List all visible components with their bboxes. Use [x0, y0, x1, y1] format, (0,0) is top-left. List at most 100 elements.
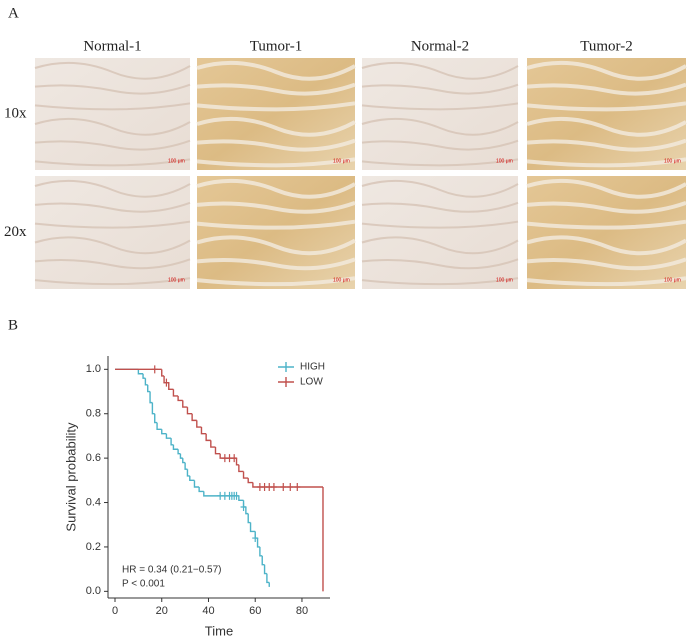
- tissue-texture: [361, 236, 519, 255]
- tissue-texture: [361, 258, 519, 270]
- tissue-texture: [361, 139, 519, 151]
- survival-step: [151, 402, 155, 415]
- panel-label: B: [8, 317, 18, 333]
- tissue-texture: [526, 138, 687, 152]
- survival-step: [242, 471, 249, 479]
- censor-mark: [151, 365, 158, 374]
- survival-step: [186, 407, 193, 415]
- tissue-texture: [34, 201, 191, 213]
- survival-step: [172, 444, 179, 450]
- censor-mark: [270, 482, 277, 491]
- censor-mark: [233, 491, 240, 500]
- survival-step: [172, 389, 179, 397]
- survival-step: [168, 382, 174, 391]
- survival-step: [198, 486, 204, 493]
- tissue-texture: [196, 257, 356, 271]
- tissue-texture: [526, 178, 687, 199]
- tissue-texture: [196, 60, 356, 81]
- censor-mark: [294, 482, 301, 491]
- annotation: P < 0.001: [122, 579, 165, 590]
- tissue-texture: [34, 179, 191, 198]
- tissue-texture: [34, 139, 191, 151]
- tissue-texture: [361, 277, 519, 286]
- censor-mark: [280, 482, 287, 491]
- tissue-texture: [196, 200, 356, 214]
- survival-step: [179, 453, 183, 459]
- survival-step: [238, 495, 244, 502]
- tissue-texture: [526, 60, 687, 81]
- scale-bar-label: 100 μm: [664, 277, 681, 283]
- tissue-texture: [526, 219, 687, 230]
- survival-step: [245, 506, 249, 515]
- tissue-texture: [526, 157, 687, 168]
- survival-step: [149, 391, 153, 404]
- tissue-texture: [34, 102, 191, 111]
- tissue-texture: [526, 200, 687, 214]
- survival-step: [252, 482, 323, 488]
- column-header: Normal-1: [83, 38, 141, 54]
- tissue-texture: [34, 220, 191, 229]
- y-tick-label: 0.6: [86, 452, 101, 464]
- survival-step: [256, 538, 260, 548]
- censor-mark: [287, 482, 294, 491]
- y-tick-label: 0.0: [86, 585, 101, 597]
- tissue-texture: [361, 179, 519, 198]
- tissue-texture: [34, 277, 191, 286]
- annotation: HR = 0.34 (0.21−0.57): [122, 565, 222, 576]
- x-tick-label: 20: [156, 605, 168, 617]
- tissue-texture: [361, 117, 519, 136]
- tissue-texture: [526, 257, 687, 271]
- x-tick-label: 0: [112, 605, 118, 617]
- survival-step: [247, 513, 251, 524]
- legend-key: [278, 377, 294, 387]
- survival-step: [261, 555, 265, 566]
- survival-step: [137, 369, 144, 375]
- column-header: Tumor-1: [250, 38, 303, 54]
- tissue-texture: [361, 83, 519, 95]
- tissue-texture: [196, 178, 356, 199]
- scale-bar-label: 100 μm: [496, 277, 513, 283]
- tissue-texture: [196, 116, 356, 137]
- tissue-texture: [34, 158, 191, 167]
- tissue-texture: [361, 201, 519, 213]
- y-tick-label: 0.8: [86, 408, 101, 420]
- row-label: 20x: [4, 224, 27, 240]
- survival-step: [196, 420, 202, 428]
- survival-step: [263, 564, 267, 575]
- censor-mark: [231, 454, 238, 463]
- survival-step: [184, 462, 188, 470]
- survival-step: [177, 395, 183, 402]
- tissue-texture: [196, 157, 356, 168]
- scale-bar-label: 100 μm: [496, 158, 513, 164]
- survival-step: [154, 413, 158, 424]
- survival-step: [205, 433, 211, 442]
- x-tick-label: 80: [296, 605, 308, 617]
- legend-label: LOW: [300, 377, 323, 388]
- tissue-texture: [196, 235, 356, 256]
- survival-step: [161, 369, 165, 377]
- survival-step: [165, 433, 172, 439]
- legend-label: HIGH: [300, 362, 325, 373]
- survival-step: [238, 464, 244, 473]
- tissue-texture: [34, 61, 191, 80]
- y-axis-label: Survival probability: [63, 422, 78, 532]
- survival-step: [177, 449, 181, 455]
- survival-step: [259, 546, 263, 557]
- scale-bar-label: 100 μm: [333, 158, 350, 164]
- y-tick-label: 0.4: [86, 496, 101, 508]
- tissue-texture: [361, 220, 519, 229]
- x-axis-label: Time: [205, 623, 233, 638]
- survival-step: [247, 478, 253, 484]
- censor-mark: [252, 534, 259, 543]
- survival-step: [249, 522, 256, 533]
- survival-step: [144, 378, 148, 386]
- survival-step: [193, 480, 200, 488]
- row-label: 10x: [4, 105, 27, 121]
- tissue-texture: [34, 117, 191, 136]
- survival-step: [156, 422, 162, 430]
- survival-step: [147, 384, 151, 393]
- survival-step: [142, 373, 146, 379]
- tissue-texture: [196, 101, 356, 112]
- survival-step: [191, 413, 197, 422]
